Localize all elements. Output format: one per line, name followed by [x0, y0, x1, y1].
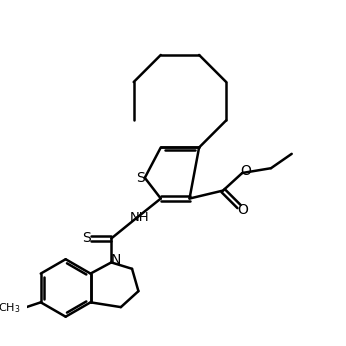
Text: N: N: [111, 253, 121, 267]
Text: S: S: [136, 171, 145, 185]
Text: S: S: [82, 231, 91, 245]
Text: O: O: [237, 203, 248, 217]
Text: O: O: [240, 164, 251, 179]
Text: CH$_3$: CH$_3$: [0, 301, 21, 315]
Text: NH: NH: [129, 211, 149, 224]
